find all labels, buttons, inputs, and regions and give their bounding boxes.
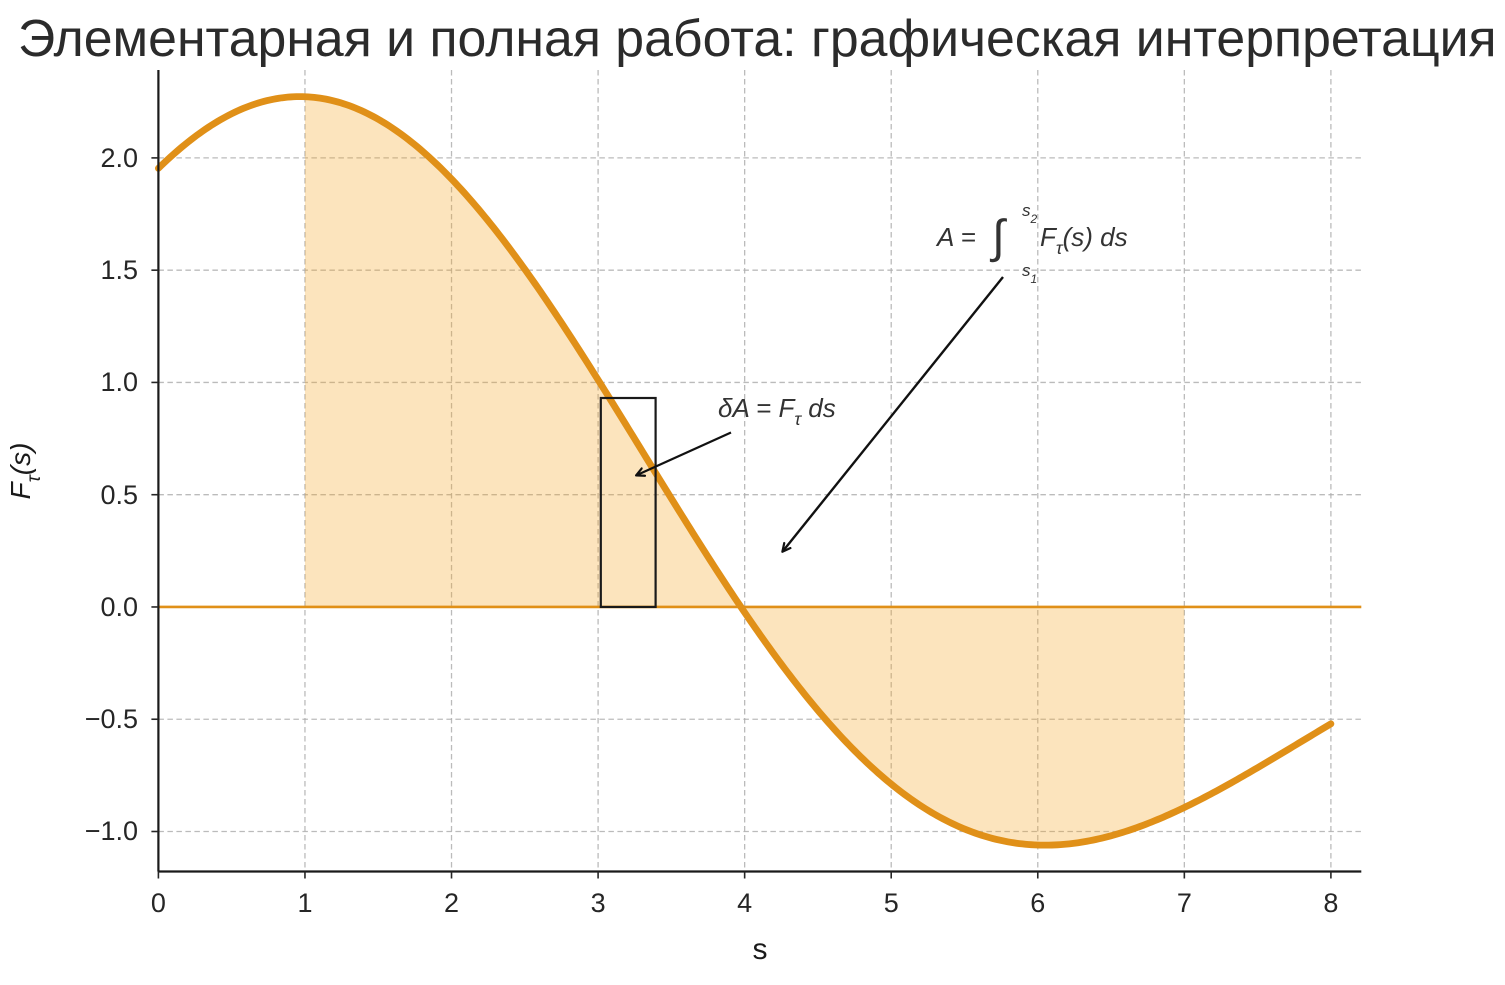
svg-text:s: s (753, 933, 768, 966)
svg-text:3: 3 (591, 888, 606, 918)
svg-text:1.5: 1.5 (100, 255, 138, 285)
svg-text:0: 0 (151, 888, 166, 918)
svg-text:6: 6 (1030, 888, 1045, 918)
svg-text:−0.5: −0.5 (85, 704, 138, 734)
svg-text:A =: A = (935, 222, 976, 252)
svg-text:2: 2 (444, 888, 459, 918)
svg-text:7: 7 (1177, 888, 1192, 918)
svg-text:−1.0: −1.0 (85, 816, 138, 846)
svg-text:0.5: 0.5 (100, 480, 138, 510)
svg-text:1.0: 1.0 (100, 367, 138, 397)
svg-text:s2: s2 (1022, 201, 1038, 226)
svg-text:δA = Fτ ds: δA = Fτ ds (718, 393, 836, 429)
svg-text:4: 4 (737, 888, 752, 918)
svg-text:2.0: 2.0 (100, 143, 138, 173)
svg-text:0.0: 0.0 (100, 592, 138, 622)
svg-text:5: 5 (884, 888, 899, 918)
svg-text:Fτ(s) ds: Fτ(s) ds (1040, 222, 1128, 258)
svg-text:Fτ(s): Fτ(s) (5, 443, 45, 500)
svg-text:1: 1 (297, 888, 312, 918)
svg-text:8: 8 (1323, 888, 1338, 918)
svg-text:∫: ∫ (989, 210, 1007, 263)
svg-text:s1: s1 (1022, 261, 1037, 286)
